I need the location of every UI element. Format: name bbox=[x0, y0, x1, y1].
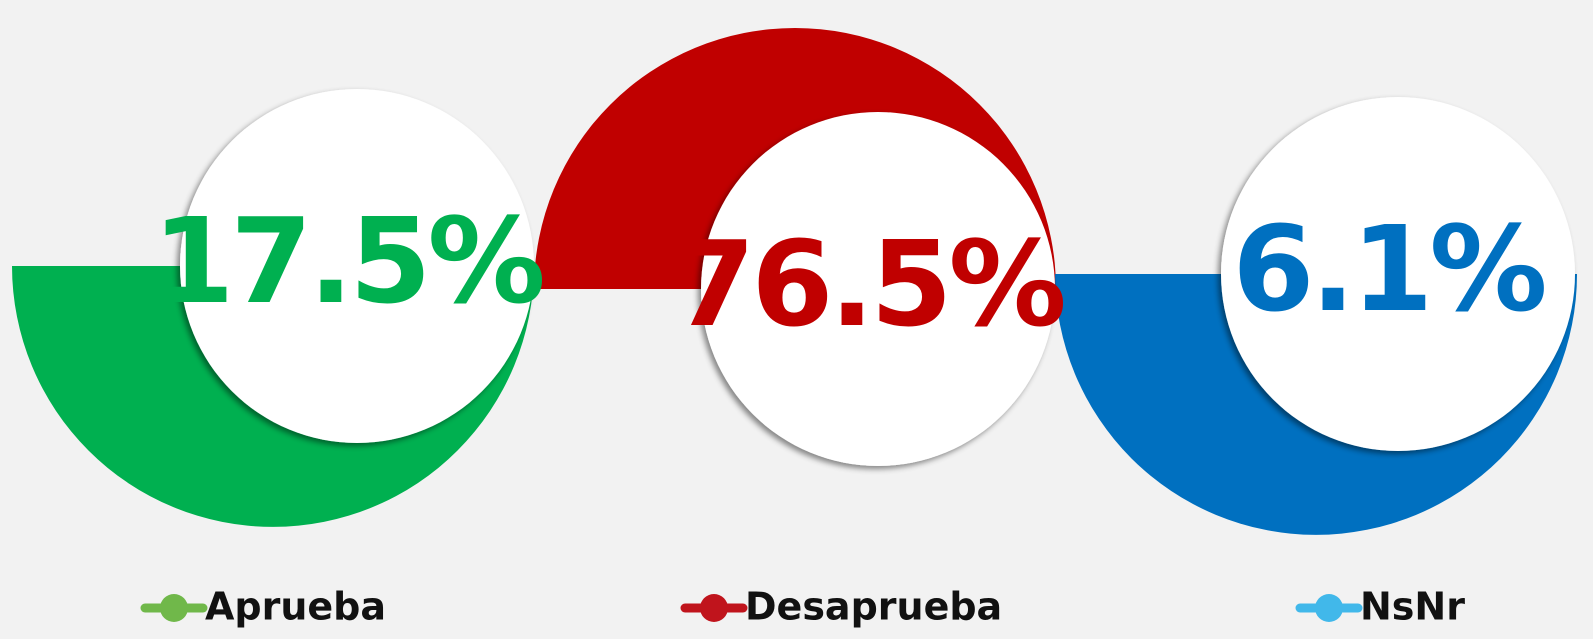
legend-marker bbox=[160, 594, 188, 622]
legend-marker bbox=[1315, 594, 1343, 622]
value-label: 76.5% bbox=[673, 215, 1063, 353]
legend-marker bbox=[700, 594, 728, 622]
value-circle bbox=[1221, 97, 1575, 451]
legend-label: Desaprueba bbox=[745, 585, 1002, 629]
value-circle bbox=[180, 89, 534, 443]
value-label: 6.1% bbox=[1232, 200, 1544, 338]
value-label: 17.5% bbox=[152, 192, 542, 330]
value-circle bbox=[701, 112, 1055, 466]
legend-label: Aprueba bbox=[205, 585, 386, 629]
legend-label: NsNr bbox=[1360, 585, 1465, 629]
